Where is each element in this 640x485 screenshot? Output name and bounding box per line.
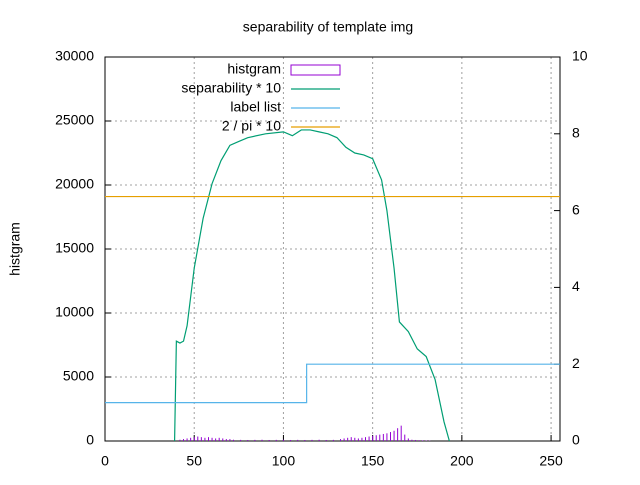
y2-tick-label: 10 — [572, 48, 588, 64]
legend-swatch — [290, 64, 341, 76]
legend-label: separability * 10 — [181, 80, 281, 96]
y2-tick-label: 0 — [572, 432, 580, 448]
y-tick-label: 5000 — [63, 368, 94, 384]
x-tick-label: 100 — [272, 453, 296, 469]
x-tick-label: 50 — [186, 453, 202, 469]
y-axis-label: histgram — [7, 222, 23, 276]
x-tick-label: 0 — [101, 453, 109, 469]
y2-tick-label: 6 — [572, 201, 580, 217]
y-tick-label: 15000 — [55, 240, 94, 256]
y2-tick-label: 8 — [572, 125, 580, 141]
y-tick-label: 30000 — [55, 48, 94, 64]
legend-label: 2 / pi * 10 — [222, 118, 281, 134]
y-tick-label: 10000 — [55, 304, 94, 320]
y-tick-label: 0 — [86, 432, 94, 448]
x-tick-label: 250 — [539, 453, 563, 469]
series-line — [173, 129, 450, 442]
plot-border — [104, 56, 561, 442]
x-tick-label: 150 — [361, 453, 385, 469]
legend-label: histgram — [227, 61, 281, 77]
y2-tick-label: 2 — [572, 355, 580, 371]
y2-tick-label: 4 — [572, 278, 580, 294]
chart-title: separability of template img — [243, 19, 413, 35]
series-line — [105, 363, 560, 404]
x-tick-label: 200 — [450, 453, 474, 469]
y-tick-label: 20000 — [55, 176, 94, 192]
legend-label: label list — [230, 99, 281, 115]
y-tick-label: 25000 — [55, 112, 94, 128]
